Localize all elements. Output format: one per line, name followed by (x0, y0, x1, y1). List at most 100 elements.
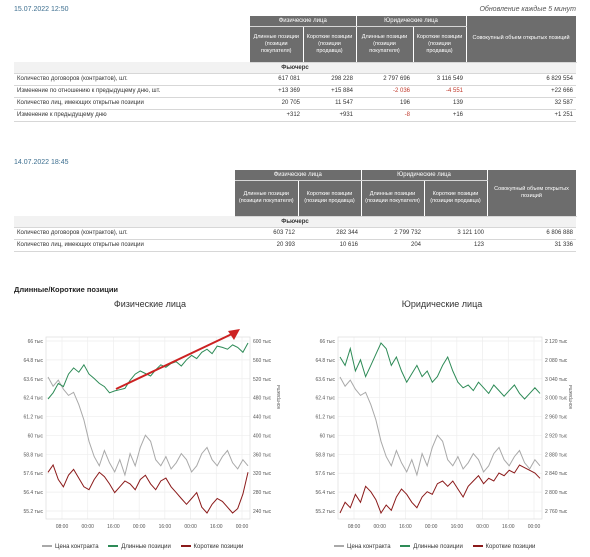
y-left-tick: 63.6 тыс (23, 377, 43, 383)
y-left-tick: 61.2 тыс (315, 415, 335, 421)
y-left-tick: 62.4 тыс (315, 396, 335, 402)
table-row: Количество договоров (контрактов), шт. 60… (14, 227, 577, 240)
y-left-tick: 60 тыс (320, 433, 336, 439)
plot-frame (337, 336, 543, 520)
y-right-tick: 2 120 тыс (545, 339, 568, 345)
legend-long: Длинные позиции (121, 544, 171, 550)
y-right-axis-label: контракты (568, 385, 574, 409)
series-line-price (47, 376, 249, 477)
table-current: Физические лица Юридические лица Совокуп… (14, 16, 577, 122)
grid (46, 337, 250, 519)
cell-value: 298 228 (303, 73, 356, 86)
y-left-tick: 66 тыс (28, 339, 44, 345)
col-group-phys: Физические лица (250, 16, 357, 27)
cell-value: 204 (361, 239, 424, 252)
table-row: Изменение к предыдущему дню +312 +931 -8 +16… (14, 109, 577, 122)
chart-jur: Юридические лица 66 тыс 2 120 тыс 64.8 тыс… (306, 297, 578, 543)
update-note: Обновление каждые 5 минут (479, 6, 576, 13)
y-left-tick: 58.8 тыс (23, 452, 43, 458)
series-line-short (339, 464, 541, 515)
col-jur-short: Короткие позиции (позиции продавца) (413, 26, 467, 63)
x-tick: 16:00 (399, 524, 412, 530)
y-right-tick: 560 тыс (253, 358, 272, 364)
table-row: Количество лиц, имеющих открытые позиции… (14, 97, 577, 110)
y-left-tick: 55.2 тыс (315, 509, 335, 515)
chart-phys: Физические лица 66 тыс 600 тыс 64.8 тыс 560… (14, 297, 286, 543)
cell-value: +22 666 (466, 85, 577, 98)
x-tick: 00:00 (528, 524, 541, 530)
y-right-tick: 240 тыс (253, 509, 272, 515)
series-line-short (47, 463, 249, 514)
cell-value: 6 829 554 (466, 73, 577, 86)
chart-title: Физические лица (113, 299, 187, 309)
row-label: Количество договоров (контрактов), шт. (14, 227, 235, 240)
legend-swatch-price (334, 545, 344, 548)
legend-short: Короткие позиции (193, 544, 244, 550)
y-right-tick: 3 040 тыс (545, 377, 568, 383)
row-label: Количество лиц, имеющих открытые позиции (14, 97, 250, 110)
y-right-tick: 2 080 тыс (545, 358, 568, 364)
cell-value: 20 393 (235, 239, 298, 252)
cell-value: -8 (356, 109, 413, 122)
trend-arrow (115, 329, 240, 390)
col-phys-long: Длинные позиции (позиции покупателя) (250, 26, 304, 63)
table-previous: Физические лица Юридические лица Совокуп… (14, 170, 577, 252)
cell-value: 10 616 (298, 239, 361, 252)
x-tick: 16:00 (210, 524, 223, 530)
table-row: Количество договоров (контрактов), шт. 61… (14, 73, 577, 86)
cell-value: 31 336 (487, 239, 577, 252)
col-group-jur: Юридические лица (361, 170, 488, 181)
row-label: Количество договоров (контрактов), шт. (14, 73, 250, 86)
cell-value: +312 (250, 109, 303, 122)
y-left-tick: 57.6 тыс (23, 471, 43, 477)
x-tick: 16:00 (107, 524, 120, 530)
x-tick: 16:00 (502, 524, 515, 530)
cell-value: +16 (413, 109, 467, 122)
report-timestamp-2: 14.07.2022 18:45 (14, 159, 69, 166)
section-label: Фьючерс (14, 216, 577, 228)
y-right-tick: 3 000 тыс (545, 396, 568, 402)
y-left-tick: 55.2 тыс (23, 509, 43, 515)
legend-swatch-short (472, 545, 483, 548)
y-right-axis-label: контракты (276, 385, 282, 409)
x-tick: 00:00 (476, 524, 489, 530)
cell-value: 617 081 (250, 73, 303, 86)
col-jur-short: Короткие позиции (позиции продавца) (424, 180, 488, 217)
y-right-tick: 400 тыс (253, 433, 272, 439)
cell-value: 2 799 732 (361, 227, 424, 240)
legend-short: Короткие позиции (485, 544, 536, 550)
cell-value: 11 547 (303, 97, 356, 110)
y-right-tick: 2 920 тыс (545, 433, 568, 439)
cell-value: 603 712 (235, 227, 298, 240)
x-tick: 00:00 (184, 524, 197, 530)
y-right-tick: 600 тыс (253, 339, 272, 345)
y-right-tick: 520 тыс (253, 377, 272, 383)
y-left-tick: 63.6 тыс (315, 377, 335, 383)
col-jur-long: Длинные позиции (позиции покупателя) (361, 180, 425, 217)
col-group-phys: Физические лица (235, 170, 362, 181)
x-tick: 00:00 (81, 524, 94, 530)
cell-value: 123 (424, 239, 488, 252)
y-left-tick: 64.8 тыс (23, 358, 43, 364)
y-right-tick: 2 840 тыс (545, 471, 568, 477)
legend-swatch-short (180, 545, 191, 548)
cell-value: +1 251 (466, 109, 577, 122)
report-timestamp-1: 15.07.2022 12:50 (14, 6, 69, 13)
report-header-2: 14.07.2022 18:45 (14, 159, 576, 171)
cell-value: 3 116 549 (413, 73, 467, 86)
cell-value: 282 344 (298, 227, 361, 240)
chart-phys-plot: 66 тыс 600 тыс 64.8 тыс 560 тыс 63.6 тыс 520 … (23, 329, 282, 530)
cell-value: +13 369 (250, 85, 303, 98)
section-label: Фьючерс (14, 62, 577, 74)
row-label: Количество лиц, имеющих открытые позиции (14, 239, 235, 252)
y-right-tick: 2 880 тыс (545, 452, 568, 458)
cell-value: 196 (356, 97, 413, 110)
table-row: Изменение по отношению к предыдущему дню… (14, 85, 577, 98)
x-tick: 00:00 (425, 524, 438, 530)
y-left-tick: 62.4 тыс (23, 396, 43, 402)
y-left-tick: 56.4 тыс (23, 490, 43, 496)
series-line-long (47, 342, 249, 400)
col-total: Совокупный объем открытых позиций (466, 16, 577, 63)
legend-swatch-price (42, 545, 52, 548)
plot-frame (45, 336, 251, 520)
